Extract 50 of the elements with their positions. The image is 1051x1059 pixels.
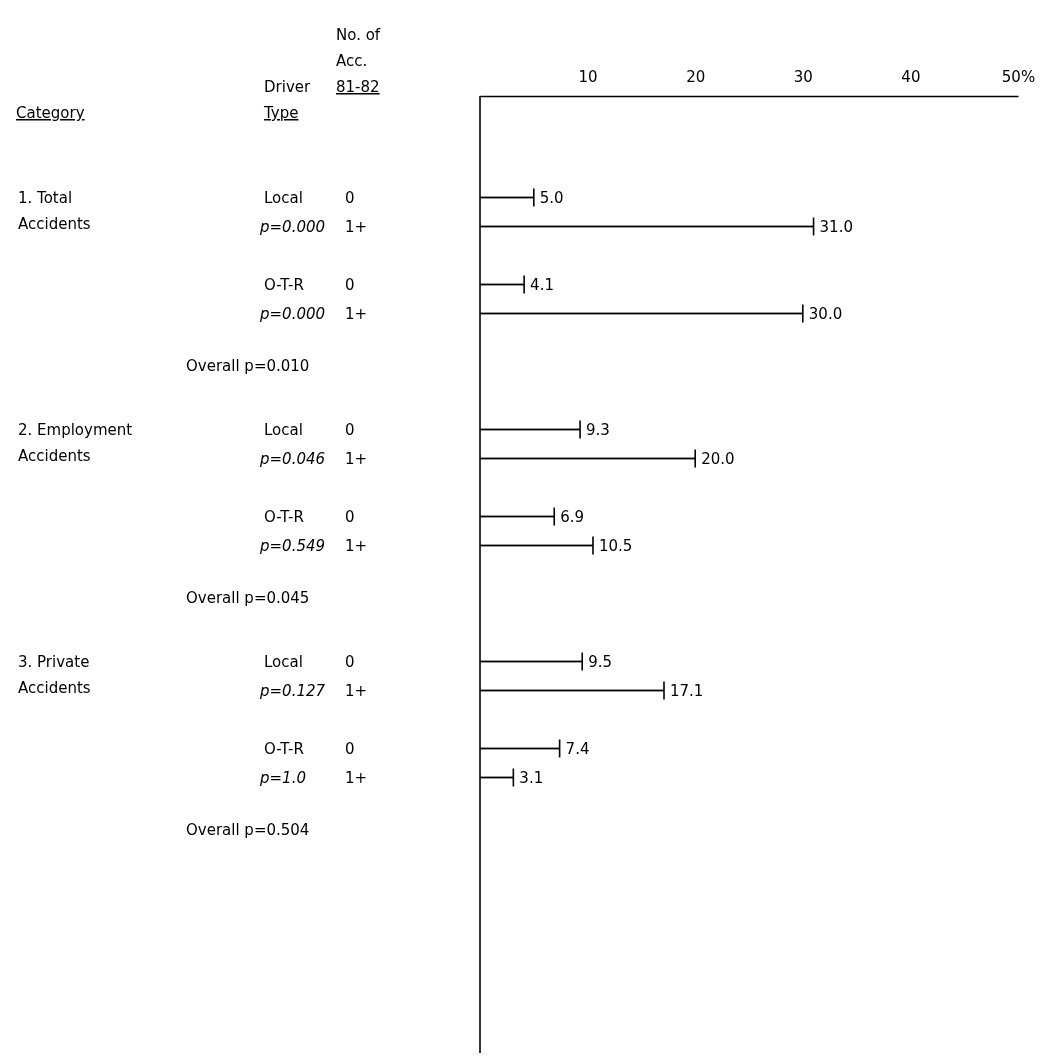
- text: p=0.000: [259, 304, 326, 323]
- x-tick-label: 20: [686, 68, 706, 86]
- data-label: 10.5: [598, 536, 633, 555]
- data-label: 4.1: [530, 275, 554, 294]
- text: 1+: [345, 768, 368, 787]
- text: p=0.046: [259, 449, 326, 468]
- data-label: 7.4: [565, 739, 590, 758]
- x-tick-label: 30: [793, 68, 813, 86]
- data-label: 31.0: [819, 217, 853, 236]
- text: 3. Private Accidents: [18, 652, 91, 697]
- x-tick-label: 50%: [1001, 68, 1036, 86]
- text: Overall p=0.010: [186, 356, 310, 375]
- text: Local: [264, 420, 303, 439]
- data-label: 17.1: [670, 681, 704, 700]
- text: 2. Employment Accidents: [18, 420, 133, 465]
- data-label: 20.0: [701, 449, 735, 468]
- text: 1+: [345, 449, 368, 468]
- text: p=1.0: [259, 768, 306, 787]
- text: Category: [16, 104, 85, 122]
- text: Driver Type: [263, 78, 311, 122]
- x-tick-label: 10: [578, 68, 598, 86]
- data-label: 5.0: [539, 188, 564, 207]
- x-tick-label: 40: [901, 68, 921, 86]
- data-label: 30.0: [808, 304, 843, 323]
- text: 1. Total Accidents: [18, 188, 91, 233]
- text: O-T-R: [264, 275, 304, 294]
- data-label: 3.1: [519, 768, 544, 787]
- text: p=0.549: [259, 536, 326, 555]
- text: Local: [264, 188, 303, 207]
- text: 0: [345, 507, 355, 526]
- text: 0: [345, 275, 355, 294]
- text: 0: [345, 739, 355, 758]
- text: Local: [264, 652, 303, 671]
- text: p=0.000: [259, 217, 326, 236]
- text: Overall p=0.504: [186, 820, 310, 839]
- text: No. of Acc. 81-82: [336, 26, 381, 96]
- text: 0: [345, 420, 355, 439]
- text: p=0.127: [259, 681, 326, 700]
- text: 1+: [345, 681, 368, 700]
- data-label: 9.3: [586, 420, 610, 439]
- text: Overall p=0.045: [186, 588, 310, 607]
- text: 1+: [345, 304, 368, 323]
- data-label: 9.5: [588, 652, 613, 671]
- text: 0: [345, 188, 355, 207]
- text: 0: [345, 652, 355, 671]
- text: O-T-R: [264, 507, 304, 526]
- text: O-T-R: [264, 739, 304, 758]
- text: 1+: [345, 217, 368, 236]
- data-label: 6.9: [560, 507, 585, 526]
- text: 1+: [345, 536, 368, 555]
